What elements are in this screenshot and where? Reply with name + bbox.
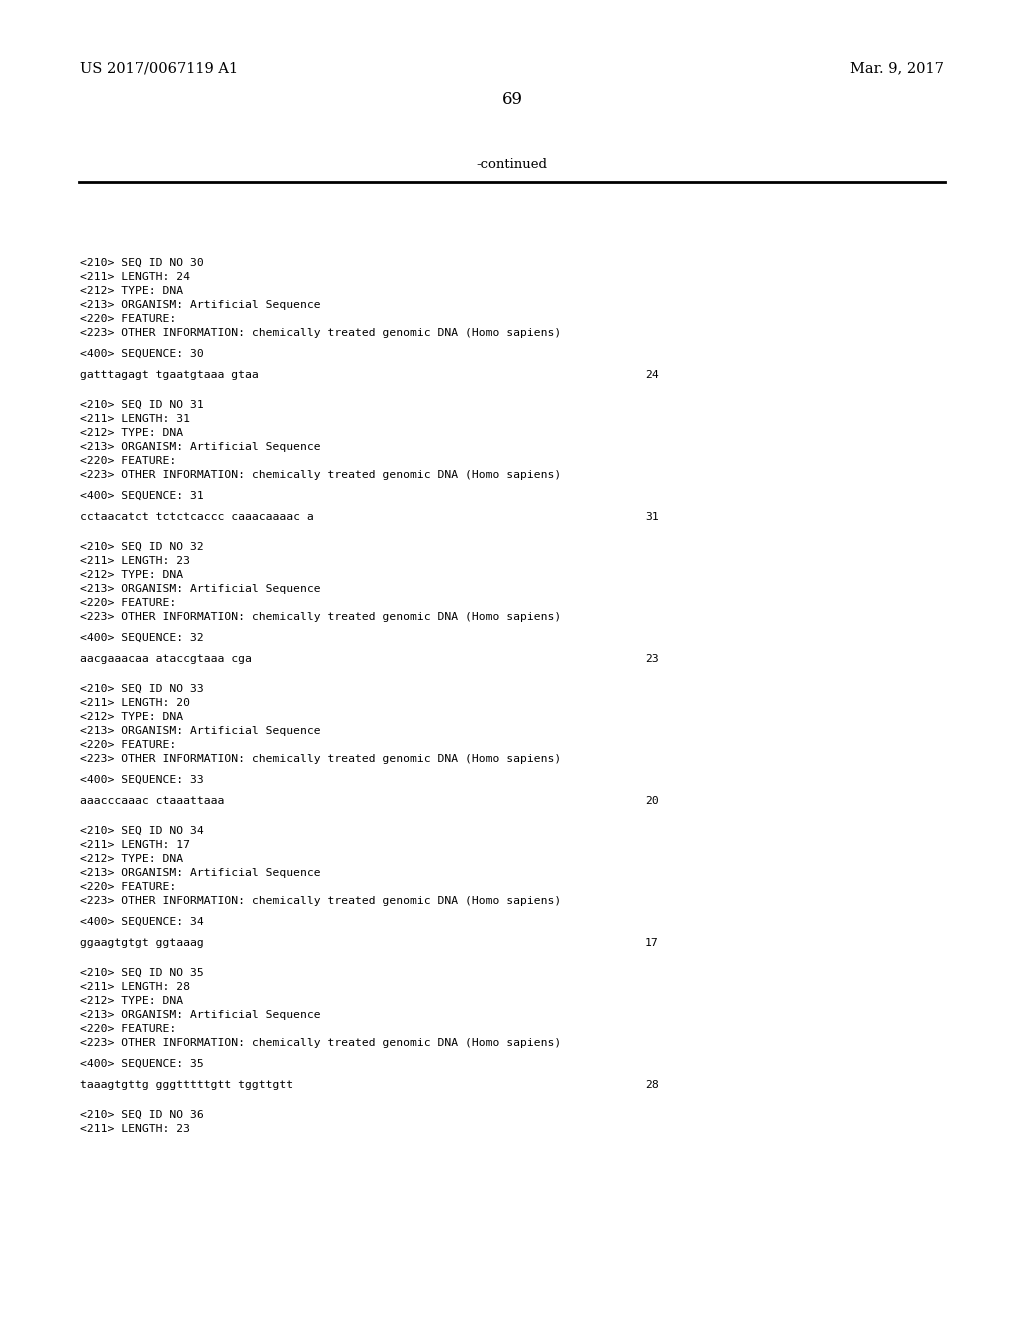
Text: <211> LENGTH: 24: <211> LENGTH: 24 — [80, 272, 190, 282]
Text: aaacccaaac ctaaattaaa: aaacccaaac ctaaattaaa — [80, 796, 224, 807]
Text: <212> TYPE: DNA: <212> TYPE: DNA — [80, 711, 183, 722]
Text: <220> FEATURE:: <220> FEATURE: — [80, 1024, 176, 1034]
Text: <400> SEQUENCE: 31: <400> SEQUENCE: 31 — [80, 491, 204, 502]
Text: <212> TYPE: DNA: <212> TYPE: DNA — [80, 854, 183, 865]
Text: <223> OTHER INFORMATION: chemically treated genomic DNA (Homo sapiens): <223> OTHER INFORMATION: chemically trea… — [80, 1038, 561, 1048]
Text: -continued: -continued — [476, 158, 548, 172]
Text: gatttagagt tgaatgtaaa gtaa: gatttagagt tgaatgtaaa gtaa — [80, 370, 259, 380]
Text: <210> SEQ ID NO 30: <210> SEQ ID NO 30 — [80, 257, 204, 268]
Text: ggaagtgtgt ggtaaag: ggaagtgtgt ggtaaag — [80, 939, 204, 948]
Text: <210> SEQ ID NO 33: <210> SEQ ID NO 33 — [80, 684, 204, 694]
Text: <223> OTHER INFORMATION: chemically treated genomic DNA (Homo sapiens): <223> OTHER INFORMATION: chemically trea… — [80, 612, 561, 622]
Text: <210> SEQ ID NO 36: <210> SEQ ID NO 36 — [80, 1110, 204, 1119]
Text: <210> SEQ ID NO 32: <210> SEQ ID NO 32 — [80, 543, 204, 552]
Text: US 2017/0067119 A1: US 2017/0067119 A1 — [80, 61, 239, 75]
Text: 31: 31 — [645, 512, 658, 521]
Text: <211> LENGTH: 23: <211> LENGTH: 23 — [80, 556, 190, 566]
Text: taaagtgttg gggtttttgtt tggttgtt: taaagtgttg gggtttttgtt tggttgtt — [80, 1080, 293, 1090]
Text: 17: 17 — [645, 939, 658, 948]
Text: <210> SEQ ID NO 31: <210> SEQ ID NO 31 — [80, 400, 204, 411]
Text: 69: 69 — [502, 91, 522, 108]
Text: <212> TYPE: DNA: <212> TYPE: DNA — [80, 286, 183, 296]
Text: <220> FEATURE:: <220> FEATURE: — [80, 882, 176, 892]
Text: <400> SEQUENCE: 34: <400> SEQUENCE: 34 — [80, 917, 204, 927]
Text: <220> FEATURE:: <220> FEATURE: — [80, 741, 176, 750]
Text: <211> LENGTH: 20: <211> LENGTH: 20 — [80, 698, 190, 708]
Text: <400> SEQUENCE: 30: <400> SEQUENCE: 30 — [80, 348, 204, 359]
Text: <220> FEATURE:: <220> FEATURE: — [80, 455, 176, 466]
Text: <212> TYPE: DNA: <212> TYPE: DNA — [80, 997, 183, 1006]
Text: cctaacatct tctctcaccc caaacaaaac a: cctaacatct tctctcaccc caaacaaaac a — [80, 512, 313, 521]
Text: Mar. 9, 2017: Mar. 9, 2017 — [850, 61, 944, 75]
Text: <223> OTHER INFORMATION: chemically treated genomic DNA (Homo sapiens): <223> OTHER INFORMATION: chemically trea… — [80, 754, 561, 764]
Text: <211> LENGTH: 23: <211> LENGTH: 23 — [80, 1125, 190, 1134]
Text: <213> ORGANISM: Artificial Sequence: <213> ORGANISM: Artificial Sequence — [80, 1010, 321, 1020]
Text: 23: 23 — [645, 653, 658, 664]
Text: <211> LENGTH: 17: <211> LENGTH: 17 — [80, 840, 190, 850]
Text: <213> ORGANISM: Artificial Sequence: <213> ORGANISM: Artificial Sequence — [80, 583, 321, 594]
Text: <212> TYPE: DNA: <212> TYPE: DNA — [80, 570, 183, 579]
Text: <211> LENGTH: 31: <211> LENGTH: 31 — [80, 414, 190, 424]
Text: 28: 28 — [645, 1080, 658, 1090]
Text: <210> SEQ ID NO 35: <210> SEQ ID NO 35 — [80, 968, 204, 978]
Text: 20: 20 — [645, 796, 658, 807]
Text: <213> ORGANISM: Artificial Sequence: <213> ORGANISM: Artificial Sequence — [80, 442, 321, 451]
Text: <400> SEQUENCE: 35: <400> SEQUENCE: 35 — [80, 1059, 204, 1069]
Text: <213> ORGANISM: Artificial Sequence: <213> ORGANISM: Artificial Sequence — [80, 726, 321, 737]
Text: aacgaaacaa ataccgtaaa cga: aacgaaacaa ataccgtaaa cga — [80, 653, 252, 664]
Text: <212> TYPE: DNA: <212> TYPE: DNA — [80, 428, 183, 438]
Text: 24: 24 — [645, 370, 658, 380]
Text: <400> SEQUENCE: 33: <400> SEQUENCE: 33 — [80, 775, 204, 785]
Text: <223> OTHER INFORMATION: chemically treated genomic DNA (Homo sapiens): <223> OTHER INFORMATION: chemically trea… — [80, 327, 561, 338]
Text: <223> OTHER INFORMATION: chemically treated genomic DNA (Homo sapiens): <223> OTHER INFORMATION: chemically trea… — [80, 470, 561, 480]
Text: <211> LENGTH: 28: <211> LENGTH: 28 — [80, 982, 190, 993]
Text: <220> FEATURE:: <220> FEATURE: — [80, 314, 176, 323]
Text: <210> SEQ ID NO 34: <210> SEQ ID NO 34 — [80, 826, 204, 836]
Text: <213> ORGANISM: Artificial Sequence: <213> ORGANISM: Artificial Sequence — [80, 300, 321, 310]
Text: <213> ORGANISM: Artificial Sequence: <213> ORGANISM: Artificial Sequence — [80, 869, 321, 878]
Text: <223> OTHER INFORMATION: chemically treated genomic DNA (Homo sapiens): <223> OTHER INFORMATION: chemically trea… — [80, 896, 561, 906]
Text: <400> SEQUENCE: 32: <400> SEQUENCE: 32 — [80, 634, 204, 643]
Text: <220> FEATURE:: <220> FEATURE: — [80, 598, 176, 609]
